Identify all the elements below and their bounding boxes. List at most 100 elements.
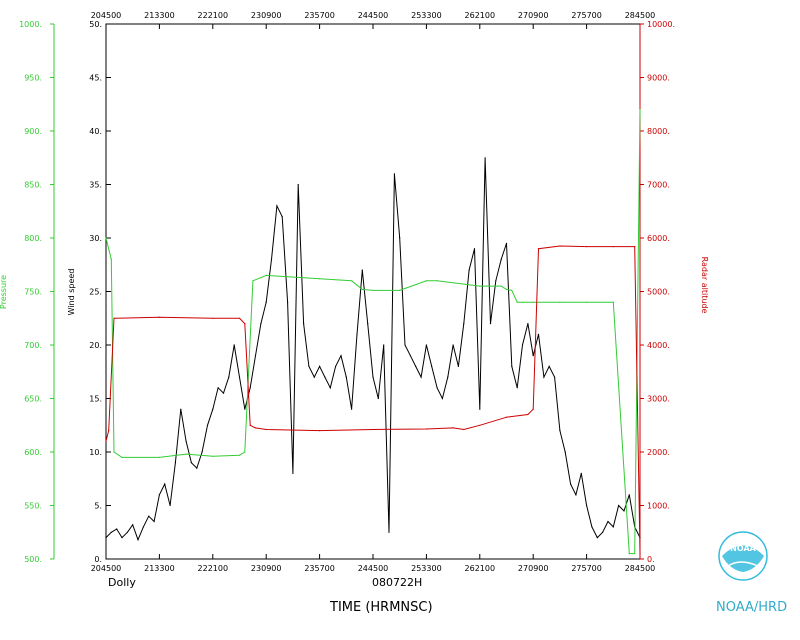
noaa-logo-icon: NOAA: [718, 531, 768, 581]
radar-altitude-data-point: [586, 246, 588, 248]
wind-speed-data-point: [254, 355, 257, 357]
radar-altitude-data-point: [158, 316, 160, 318]
wind-speed-data-point: [548, 365, 550, 367]
wind-speed-data-point: [570, 483, 572, 485]
x-tick-label: 230900: [251, 564, 282, 573]
wind-speed-data-point: [564, 451, 566, 453]
wind-speed-data-point: [244, 408, 246, 410]
x-tick-label-top: 253300: [411, 11, 442, 20]
x-tick-label-top: 235700: [304, 11, 335, 20]
flight-id-label: 080722H: [372, 576, 422, 589]
pressure-series-line: [105, 109, 641, 555]
wind-speed-data-point: [308, 365, 310, 367]
wind-tick-label: 40.: [89, 127, 102, 136]
wind-speed-data-point: [345, 376, 347, 378]
wind-speed-data-point: [313, 376, 315, 378]
wind-speed-data-point: [340, 355, 342, 357]
radar-altitude-data-point: [265, 428, 267, 431]
pressure-data-point: [212, 455, 214, 457]
pressure-data-point: [500, 285, 502, 287]
x-tick-label-top: 213300: [144, 11, 175, 20]
pressure-tick-label: 700.: [24, 341, 42, 350]
wind-speed-data-point: [596, 537, 598, 539]
wind-speed-data-point: [217, 387, 219, 389]
radar-altitude-data-point: [254, 427, 257, 429]
series-layer: [105, 109, 641, 555]
wind-speed-data-point: [212, 408, 214, 410]
radar-altitude-data-point: [463, 428, 465, 431]
wind-speed-data-point: [457, 365, 459, 367]
radar-altitude-data-point: [527, 413, 529, 416]
pressure-data-point: [639, 109, 641, 111]
pressure-data-point: [634, 553, 636, 555]
pressure-data-point: [521, 301, 524, 303]
wind-speed-data-point: [116, 528, 118, 530]
wind-speed-data-point: [511, 365, 513, 367]
x-tick-label: 213300: [144, 564, 175, 573]
radar-altitude-data-point: [319, 430, 321, 432]
pressure-data-point: [185, 453, 187, 455]
wind-speed-data-point: [537, 333, 540, 335]
x-tick-label-top: 284500: [625, 11, 656, 20]
x-tick-label: 262100: [465, 564, 496, 573]
wind-speed-data-point: [180, 408, 182, 410]
wind-speed-data-point: [623, 510, 625, 512]
radar-altitude-data-point: [244, 323, 246, 325]
pressure-data-point: [479, 285, 481, 287]
storm-name-label: Dolly: [108, 576, 136, 589]
radar-altitude-data-point: [639, 553, 641, 555]
wind-speed-data-point: [436, 387, 438, 389]
wind-tick-label: 5.: [94, 502, 102, 511]
radar-altitude-data-point: [372, 428, 374, 431]
wind-speed-data-point: [479, 408, 481, 410]
radar-altitude-data-point: [212, 317, 214, 319]
x-tick-label-top: 244500: [358, 11, 389, 20]
x-tick-label: 204500: [91, 564, 122, 573]
x-axis-title: TIME (HRMNSC): [329, 600, 433, 615]
wind-speed-data-point: [543, 376, 545, 378]
pressure-data-point: [110, 258, 112, 260]
x-tick-label: 270900: [518, 564, 549, 573]
wind-speed-data-point: [377, 397, 379, 400]
pressure-data-point: [532, 301, 534, 303]
wind-tick-label: 20.: [89, 341, 102, 350]
wind-speed-data-point: [607, 520, 609, 523]
wind-speed-data-point: [126, 531, 128, 533]
altitude-tick-label: 9000.: [647, 74, 670, 83]
x-tick-label: 284500: [625, 564, 656, 573]
altitude-tick-label: 5000.: [647, 288, 670, 297]
radar-altitude-data-point: [505, 416, 508, 418]
wind-speed-data-point: [527, 323, 529, 325]
wind-speed-data-point: [425, 344, 427, 346]
wind-speed-data-point: [356, 333, 358, 335]
wind-speed-data-point: [602, 531, 604, 533]
wind-speed-data-point: [473, 248, 476, 250]
wind-speed-data-point: [185, 440, 187, 442]
pressure-tick-label: 550.: [24, 502, 42, 511]
wind-speed-data-point: [431, 365, 433, 367]
x-tick-label: 244500: [358, 564, 389, 573]
pressure-tick-label: 600.: [24, 448, 42, 457]
altitude-tick-label: 1000.: [647, 502, 670, 511]
pressure-tick-label: 1000.: [19, 20, 42, 29]
pressure-data-point: [425, 280, 427, 282]
wind-speed-data-point: [233, 344, 235, 346]
pressure-data-point: [559, 301, 561, 303]
pressure-data-point: [516, 301, 518, 303]
x-tick-label-top: 275700: [571, 11, 602, 20]
pressure-data-point: [586, 301, 588, 303]
radar-altitude-data-point: [108, 430, 110, 432]
pressure-tick-label: 950.: [24, 74, 42, 83]
pressure-data-point: [319, 278, 321, 280]
wind-speed-data-point: [484, 157, 486, 159]
wind-tick-label: 30.: [89, 234, 102, 243]
pressure-data-point: [399, 289, 401, 291]
wind-speed-data-point: [153, 520, 155, 523]
wind-speed-data-point: [452, 344, 454, 346]
wind-speed-data-point: [228, 376, 230, 378]
altitude-tick-label: 8000.: [647, 127, 670, 136]
axes-layer: 204500 204500 213300 213300 222100 222100 2309…: [0, 11, 709, 573]
wind-speed-data-point: [206, 424, 209, 426]
wind-speed-data-point: [137, 539, 139, 541]
wind-speed-data-point: [505, 242, 508, 244]
